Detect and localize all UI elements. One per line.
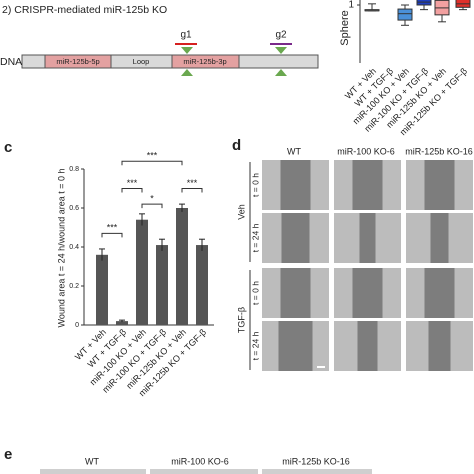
y-tick-label: 1 bbox=[348, 0, 354, 11]
bar bbox=[116, 321, 128, 325]
panel-label: d bbox=[232, 137, 241, 154]
diagram-title: 2) CRISPR-mediated miR-125b KO bbox=[2, 4, 167, 16]
wound-gap bbox=[359, 213, 376, 263]
y-tick-label: 0.8 bbox=[69, 166, 79, 173]
wound-gap bbox=[280, 268, 311, 318]
significance-bracket bbox=[181, 188, 203, 193]
panel-label: c bbox=[4, 139, 12, 156]
wound-gap bbox=[430, 213, 449, 263]
column-header: WT bbox=[287, 146, 301, 156]
bar bbox=[196, 245, 208, 325]
bar bbox=[176, 208, 188, 325]
dna-label: DNA bbox=[0, 56, 22, 68]
segment-label: Loop bbox=[133, 57, 150, 66]
segment-box bbox=[171, 54, 240, 69]
y-tick-label: 0.2 bbox=[69, 283, 79, 290]
cut-marker bbox=[181, 69, 193, 76]
wound-gap bbox=[428, 321, 451, 371]
bar bbox=[156, 245, 168, 325]
column-header: miR-125b KO-16 bbox=[405, 146, 473, 156]
wound-gap bbox=[278, 321, 313, 371]
y-tick-label: 0.6 bbox=[69, 205, 79, 212]
wound-gap bbox=[357, 321, 378, 371]
wound-gap bbox=[352, 160, 383, 210]
significance-bracket bbox=[121, 188, 143, 193]
micrograph bbox=[150, 469, 258, 474]
significance-label: *** bbox=[187, 178, 198, 188]
segment-box bbox=[44, 54, 112, 69]
row-group-label: TGF-β bbox=[236, 307, 246, 333]
segment-label: miR-125b-3p bbox=[183, 57, 226, 66]
micrograph bbox=[262, 469, 372, 474]
wound-gap bbox=[352, 268, 383, 318]
significance-label: *** bbox=[147, 151, 158, 161]
cut-marker bbox=[275, 47, 287, 54]
guide-label: g1 bbox=[180, 30, 192, 41]
wound-gap bbox=[280, 160, 311, 210]
wound-gap bbox=[424, 160, 455, 210]
micrograph bbox=[40, 469, 146, 474]
significance-bracket bbox=[101, 232, 123, 238]
y-tick-label: 0.4 bbox=[69, 244, 79, 251]
significance-label: *** bbox=[107, 223, 118, 233]
cut-marker bbox=[181, 47, 193, 54]
column-header: miR-100 KO-6 bbox=[171, 456, 229, 466]
column-header: WT bbox=[85, 456, 99, 466]
row-label: t = 0 h bbox=[250, 173, 260, 197]
wound-gap bbox=[424, 268, 455, 318]
significance-label: *** bbox=[127, 178, 138, 188]
row-group-label: Veh bbox=[236, 204, 246, 220]
segment-label: miR-125b-5p bbox=[56, 57, 99, 66]
significance-label: * bbox=[150, 193, 154, 203]
significance-bracket bbox=[141, 203, 163, 209]
y-tick-label: 0 bbox=[75, 322, 79, 329]
significance-bracket bbox=[121, 160, 183, 166]
cut-marker bbox=[275, 69, 287, 76]
guide-label: g2 bbox=[275, 30, 287, 41]
bar bbox=[136, 219, 148, 325]
wound-gap bbox=[281, 213, 310, 263]
column-header: miR-100 KO-6 bbox=[337, 146, 395, 156]
panel-label: e bbox=[4, 446, 12, 463]
y-axis-label: Sphere bbox=[339, 10, 351, 45]
row-label: t = 0 h bbox=[250, 281, 260, 305]
y-axis-label: Wound area t = 24 h/wound area t = 0 h bbox=[56, 169, 66, 328]
row-label: t = 24 h bbox=[250, 331, 260, 360]
bar bbox=[96, 254, 108, 325]
row-label: t = 24 h bbox=[250, 223, 260, 252]
box bbox=[397, 8, 413, 21]
column-header: miR-125b KO-16 bbox=[282, 456, 350, 466]
